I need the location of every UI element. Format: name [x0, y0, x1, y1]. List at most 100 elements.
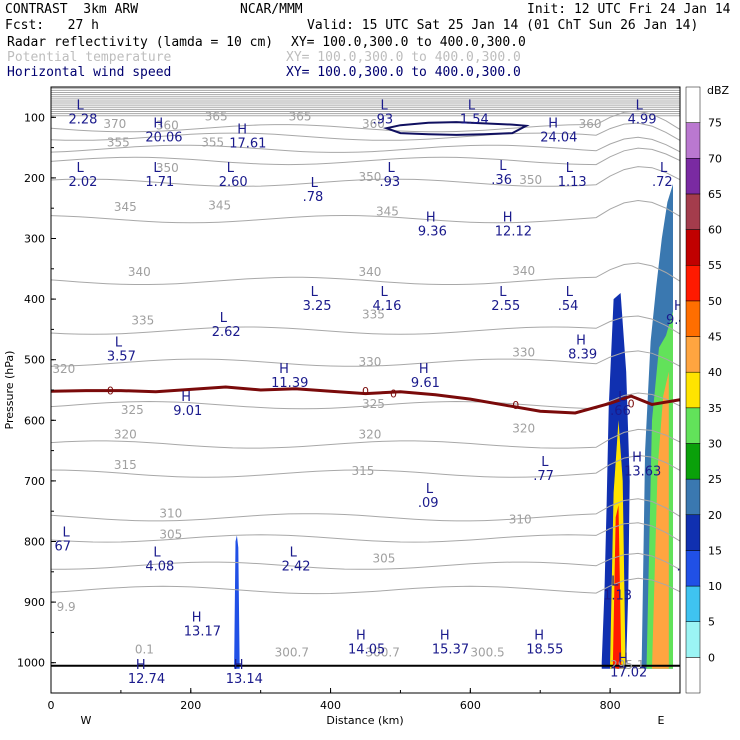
wind-extremum-value: 9.01: [173, 404, 202, 419]
field-theta: Potential temperature: [7, 50, 172, 65]
freezing-level-label: 0: [390, 388, 397, 401]
x-end-label-west: W: [81, 714, 92, 727]
colorbar-swatch: [685, 514, 701, 551]
wind-extremum-value: 20.06: [145, 131, 182, 146]
freezing-level-label: 0: [107, 385, 114, 398]
wind-extremum-value: 13.14: [226, 672, 263, 687]
theta-label: 295.1: [610, 658, 644, 672]
colorbar-swatch: [685, 300, 701, 337]
reflectivity-layer: [234, 184, 674, 669]
colorbar-level-label: 60: [708, 224, 722, 237]
wind-extremum-value: 12.74: [128, 672, 165, 687]
theta-label: 300.5: [470, 646, 504, 660]
wind-extremum-value: 9.4: [666, 313, 687, 328]
theta-label: 340: [128, 265, 151, 279]
theta-contour-320: [51, 428, 680, 449]
wind-extremum-value: 1.13: [603, 589, 632, 604]
wind-extremum-value: 9.61: [411, 376, 440, 391]
wind-low-marker: L: [566, 161, 574, 176]
x-tick-label: 600: [460, 699, 481, 712]
wind-extremum-value: .78: [303, 190, 324, 205]
field-theta-xy: XY= 100.0,300.0 to 400.0,300.0: [286, 50, 521, 65]
wind-extremum-value: 2.42: [282, 560, 311, 575]
y-tick-label: 900: [24, 596, 45, 609]
wind-extremum-value: 4.16: [372, 299, 401, 314]
wind-extremum-value: 2.62: [212, 325, 241, 340]
wind-high-marker: H: [153, 117, 163, 132]
wind-low-marker: L: [387, 161, 395, 176]
theta-contour-305: [51, 522, 680, 543]
jet-core-contour: [382, 121, 530, 136]
wind-extremum-value: 2.02: [68, 175, 97, 190]
theta-contour-310: [51, 498, 680, 522]
theta-label: 335: [131, 314, 154, 328]
theta-label: 320: [52, 362, 75, 376]
x-axis-label: Distance (km): [326, 714, 403, 727]
field-wind: Horizontal wind speed: [7, 65, 172, 80]
colorbar-level-label: 15: [708, 544, 722, 557]
theta-label: 345: [208, 198, 231, 212]
wind-low-marker: L: [499, 159, 507, 174]
field-wind-xy: XY= 100.0,300.0 to 400.0,300.0: [286, 65, 521, 80]
wind-extremum-value: 2.60: [219, 175, 248, 190]
wind-high-marker: H: [426, 211, 436, 226]
colorbar-level-label: 40: [708, 366, 722, 379]
freezing-level-label: 0: [628, 397, 635, 410]
y-tick-label: 600: [24, 414, 45, 427]
theta-label: 350: [359, 170, 382, 184]
colorbar-level-label: 0: [708, 651, 715, 664]
wind-extremum-value: 15.37: [432, 643, 469, 658]
wind-extremum-value: 1.54: [460, 112, 489, 127]
theta-label: 335: [362, 307, 385, 321]
theta-label: 365: [205, 109, 228, 123]
wind-extremum-value: .54: [558, 299, 579, 314]
colorbar-level-label: 65: [708, 188, 722, 201]
wind-low-marker: L: [380, 98, 388, 113]
wind-low-marker: L: [220, 311, 228, 326]
theta-label: 300.7: [366, 646, 400, 660]
y-tick-label: 400: [24, 293, 45, 306]
wind-extremum-value: 17.02: [610, 666, 647, 681]
colorbar-swatch: [685, 158, 701, 195]
wind-low-marker: L: [566, 285, 574, 300]
colorbar-level-label: 25: [708, 473, 722, 486]
wind-low-marker: L: [541, 455, 549, 470]
wind-low-marker: L: [62, 526, 70, 541]
wind-low-marker: L: [153, 161, 161, 176]
wind-extremum-value: 4.99: [628, 112, 657, 127]
colorbar-level-label: 30: [708, 437, 722, 450]
colorbar-swatch: [685, 229, 701, 266]
theta-contour-330: [51, 350, 680, 367]
theta-label: 0.1: [135, 643, 154, 657]
line-layer: 0 0 0 0 0: [51, 121, 680, 667]
freezing-level-label: 0: [362, 385, 369, 398]
wind-low-marker: L: [153, 546, 161, 561]
wind-high-marker: H: [674, 299, 684, 314]
theta-label: 360: [156, 118, 179, 132]
x-end-label-east: E: [658, 714, 665, 727]
wind-low-marker: L: [311, 285, 319, 300]
theta-contour-370: [51, 110, 680, 133]
theta-contour-360: [51, 136, 680, 153]
wind-high-marker: H: [632, 451, 642, 466]
theta-contour-layer: [51, 87, 680, 595]
label-layer: 370 365 365 360 360 360 355 355 350 350 350 345 345 3…: [52, 98, 687, 687]
wind-low-marker: L: [290, 546, 298, 561]
wind-extremum-value: 13.17: [184, 624, 221, 639]
y-tick-label: 200: [24, 172, 45, 185]
theta-label: 355: [201, 135, 224, 149]
wind-extremum-value: 13.63: [624, 465, 661, 480]
theta-contour-295: [51, 577, 680, 595]
theta-label: 345: [114, 200, 137, 214]
wind-low-marker: L: [311, 176, 319, 191]
theta-label: 300.7: [275, 646, 309, 660]
theta-label: 360: [579, 117, 602, 131]
wind-low-marker: L: [76, 98, 84, 113]
wind-low-marker: L: [499, 285, 507, 300]
field-reflectivity: Radar reflectivity (lamda = 10 cm): [7, 35, 274, 50]
colorbar-swatch: [685, 550, 701, 587]
colorbar-level-label: 5: [708, 616, 715, 629]
colorbar-level-label: 70: [708, 152, 722, 165]
theta-contour-365: [51, 122, 680, 141]
